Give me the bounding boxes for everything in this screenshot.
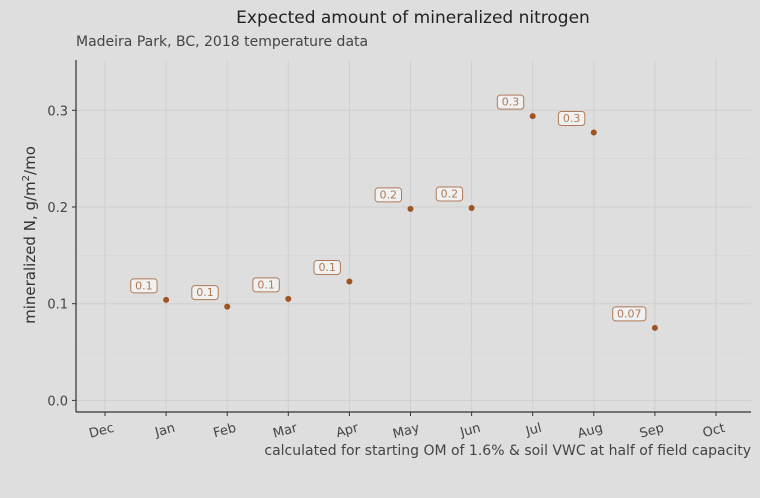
data-label: 0.3 — [502, 96, 520, 109]
data-point — [163, 296, 170, 303]
y-axis-title: mineralized N, g/m2/mo — [21, 146, 39, 324]
y-axis-title-superscript: 2 — [21, 175, 32, 181]
x-tick-label: Jul — [523, 421, 543, 440]
x-tick-label: Apr — [334, 421, 360, 441]
grid-layer — [76, 60, 751, 412]
chart-title: Expected amount of mineralized nitrogen — [236, 8, 590, 28]
chart-subtitle: Madeira Park, BC, 2018 temperature data — [76, 34, 369, 50]
x-tick-label: May — [391, 421, 421, 443]
y-axis-title-suffix: /mo — [21, 146, 39, 175]
data-label: 0.2 — [441, 187, 459, 200]
x-tick-label: Jun — [458, 421, 482, 441]
y-tick-label: 0.1 — [47, 298, 68, 313]
data-label-box — [130, 278, 158, 294]
data-label: 0.1 — [196, 286, 214, 299]
data-label: 0.2 — [380, 188, 398, 201]
data-label-box — [191, 285, 219, 301]
data-point — [407, 205, 414, 212]
data-point — [285, 295, 292, 302]
data-label: 0.07 — [617, 307, 642, 320]
data-label-box — [374, 187, 403, 203]
data-label-box — [435, 186, 464, 202]
data-point — [346, 278, 353, 285]
data-label: 0.1 — [318, 261, 336, 274]
x-tick-label: Feb — [212, 421, 238, 441]
data-label: 0.1 — [135, 279, 153, 292]
x-tick-label: Sep — [638, 421, 666, 442]
data-label-box — [557, 111, 586, 127]
y-axis-title-main: mineralized N, g/m — [21, 181, 39, 324]
data-label-layer: 0.1 0.1 0.1 0.1 0.2 0.2 0.3 0.3 0.07 — [130, 94, 647, 322]
data-label-box — [252, 277, 280, 293]
data-label: 0.3 — [563, 112, 581, 125]
data-label: 0.1 — [257, 278, 275, 291]
point-layer — [163, 113, 658, 331]
axis-layer: Dec Jan Feb Mar Apr May Jun Jul Aug Sep Oct0.00.10… — [47, 60, 751, 442]
data-label-box — [496, 94, 525, 110]
data-point — [468, 204, 475, 211]
x-tick-label: Oct — [701, 421, 727, 441]
data-point — [529, 113, 536, 120]
x-tick-label: Jan — [153, 421, 177, 441]
y-tick-label: 0.3 — [47, 104, 68, 119]
data-point — [224, 303, 231, 310]
y-tick-label: 0.2 — [47, 201, 68, 216]
x-tick-label: Aug — [576, 421, 604, 442]
x-tick-label: Mar — [271, 421, 299, 442]
data-label-box — [612, 306, 647, 322]
data-point — [651, 324, 658, 331]
y-tick-label: 0.0 — [47, 394, 68, 409]
chart-caption: calculated for starting OM of 1.6% & soi… — [264, 443, 751, 459]
data-label-box — [313, 259, 341, 275]
x-tick-label: Dec — [88, 421, 116, 442]
data-point — [590, 129, 597, 136]
